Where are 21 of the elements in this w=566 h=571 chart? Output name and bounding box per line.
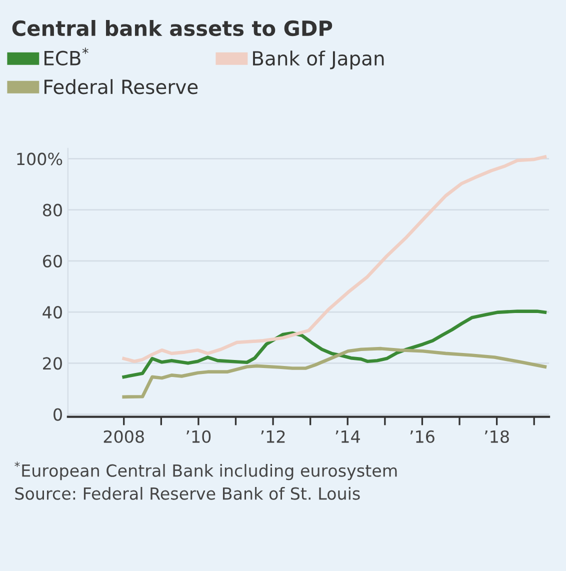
x-tick-label: 2008 — [104, 430, 144, 443]
text: $^{*}$European Central Bank including eurosystem — [14, 462, 397, 480]
x-tick-label: ’10 — [186, 430, 211, 443]
y-tick-label: 80 — [42, 204, 62, 216]
x-tick-label: ’14 — [336, 430, 360, 443]
y-tick-label: 20 — [43, 357, 62, 370]
line-series — [122, 310, 547, 379]
y-tick-label: 60 — [43, 254, 62, 268]
legend-label: Federal Reserve — [44, 79, 198, 94]
line-series — [122, 346, 547, 399]
y-tick-label: 0 — [54, 408, 62, 421]
legend-label: ECB$^{*}$ — [44, 48, 88, 66]
source-note: Source: Federal Reserve Bank of St. Louis — [15, 486, 360, 500]
chart-title: Central bank assets to GDP — [12, 20, 332, 36]
line-series — [122, 155, 547, 364]
y-tick-label: 100% — [17, 152, 62, 166]
x-tick-label: ’16 — [410, 430, 434, 443]
y-tick-label: 40 — [42, 306, 62, 319]
x-tick-label: ’18 — [485, 430, 509, 443]
legend-label: Bank of Japan — [253, 50, 384, 70]
x-tick-label: ’12 — [261, 430, 285, 443]
